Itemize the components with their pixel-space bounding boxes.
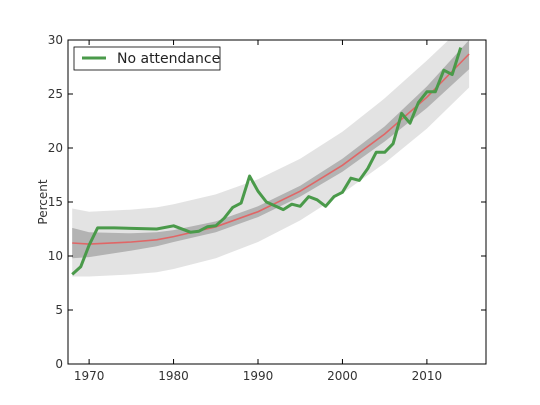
x-tick-label: 1990 (243, 369, 274, 383)
fitted-trend-line (72, 53, 470, 245)
y-tick-label: 0 (55, 357, 63, 371)
series-line-no-attendance[interactable] (71, 47, 463, 276)
confidence-bands (72, 40, 470, 277)
y-axis-label: Percent (36, 179, 50, 224)
inner-confidence-band (72, 40, 470, 259)
y-tick-label: 10 (48, 249, 63, 263)
y-tick-label: 15 (48, 195, 63, 209)
axis-ticks: 1970 1980 1990 2000 2010 0 5 10 15 20 25 30 (48, 33, 486, 383)
series-lines (71, 47, 470, 276)
y-tick-label: 30 (48, 33, 63, 47)
y-tick-label: 25 (48, 87, 63, 101)
x-tick-label: 2010 (412, 369, 443, 383)
x-tick-label: 2000 (327, 369, 358, 383)
legend[interactable]: No attendance (73, 46, 221, 71)
x-tick-label: 1980 (158, 369, 189, 383)
legend-label-no-attendance: No attendance (117, 51, 220, 67)
y-tick-label: 5 (55, 303, 63, 317)
y-tick-label: 20 (48, 141, 63, 155)
legend-box (73, 46, 221, 71)
outer-confidence-band (72, 40, 470, 277)
x-tick-label: 1970 (74, 369, 105, 383)
